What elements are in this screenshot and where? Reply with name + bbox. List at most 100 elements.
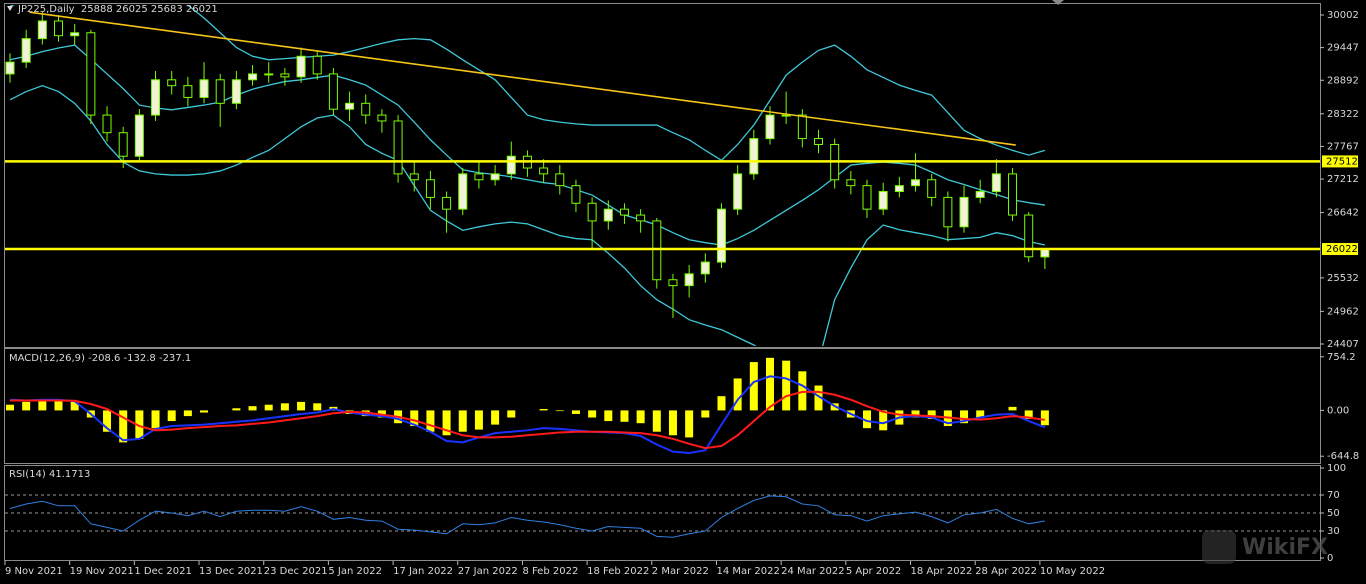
histogram-bar [701,410,710,418]
histogram-bar [604,410,613,422]
histogram-bar [22,401,31,411]
candle-body [458,173,468,210]
histogram-bar [119,410,128,443]
candle-body [151,79,161,116]
level-tag [1322,243,1358,256]
x-tick-label: 10 May 2022 [1040,566,1105,577]
x-tick-label: 2 Mar 2022 [652,566,709,577]
candle-body [959,196,969,228]
candle-body [765,114,775,140]
x-tick-label: 27 Jan 2022 [458,566,518,577]
level-label: 26022 [1326,244,1358,255]
x-tick-label: 5 Jan 2022 [328,566,382,577]
histogram-bar [863,410,872,429]
histogram-bar [264,404,273,411]
candle-body [5,61,15,75]
y-tick-label: 754.2 [1327,352,1356,363]
histogram-bar [38,399,47,411]
rsi-line [9,495,1045,538]
x-tick-label: 8 Feb 2022 [522,566,578,577]
histogram-bar [798,371,807,411]
histogram-bar [6,404,14,411]
candle-body [587,202,597,222]
candle-body [846,179,856,187]
watermark: WikiFX [1242,535,1328,560]
candle-body [54,20,64,37]
histogram-bar [555,410,564,412]
histogram-bar [588,410,597,418]
macd-line [9,375,1046,455]
bollinger-band [9,5,1046,162]
candle-body [878,191,888,210]
x-tick-label: 28 Apr 2022 [975,566,1037,577]
histogram-bar [782,360,791,411]
y-tick-label: 50 [1327,508,1340,519]
histogram-bar [1008,406,1017,411]
shift-marker [1052,0,1064,5]
price-pane [5,5,1320,346]
histogram-bar [976,410,985,418]
candle-body [377,114,387,122]
x-tick-label: 14 Mar 2022 [716,566,779,577]
candle-body [102,114,112,134]
y-tick-label: 100 [1327,463,1346,474]
candle-body [248,73,258,81]
histogram-bar [200,410,209,413]
candle-body [1008,173,1018,216]
candle-body [231,79,241,104]
candle-body [991,173,1001,193]
candle-body [37,20,47,40]
histogram-bar [685,410,694,438]
histogram-bar [733,378,742,411]
x-tick-label: 9 Nov 2021 [5,566,63,577]
candle-body [134,114,144,157]
histogram-bar [571,410,580,414]
histogram-bar [960,410,969,424]
x-tick-label: 5 Apr 2022 [846,566,901,577]
histogram-bar [1040,410,1049,426]
histogram-bar [167,410,176,422]
candle-body [539,167,549,175]
histogram-bar [879,410,888,431]
y-tick-label: 70 [1327,490,1340,501]
histogram-bar [652,410,661,432]
candle-body [442,196,452,210]
x-tick-label: 24 Mar 2022 [781,566,844,577]
x-tick-label: 18 Apr 2022 [911,566,973,577]
histogram-bar [458,410,467,432]
histogram-bar [313,403,322,411]
candle-body [814,138,823,145]
candle-body [555,173,565,187]
pane-border [4,3,1321,348]
candle-body [894,185,904,193]
candle-body [749,138,759,175]
y-tick-label: 28322 [1327,109,1359,120]
bollinger-band [9,44,1045,246]
x-tick-label: 17 Jan 2022 [393,566,453,577]
histogram-bar [765,357,774,411]
histogram-bar [636,410,645,424]
candle-body [911,179,921,187]
histogram-bar [54,399,63,411]
candle-body [571,185,581,204]
chart-title: JP225,Daily 25888 26025 25683 26021 [17,4,218,15]
histogram-bar [474,410,483,430]
candle-body [652,220,662,281]
candle-body [345,102,355,110]
candle-body [86,32,96,116]
y-tick-label: 24407 [1327,339,1359,350]
macd-pane [6,357,1049,455]
candle-body [1024,214,1034,258]
y-tick-label: 26642 [1327,208,1359,219]
y-tick-label: 24962 [1327,306,1359,317]
histogram-bar [70,401,79,411]
y-tick-label: 30 [1327,526,1340,537]
histogram-bar [297,401,306,411]
histogram-bar [248,406,257,411]
candle-body [393,120,403,175]
candle-body [167,79,177,87]
y-tick-label: 0 [1327,553,1333,564]
